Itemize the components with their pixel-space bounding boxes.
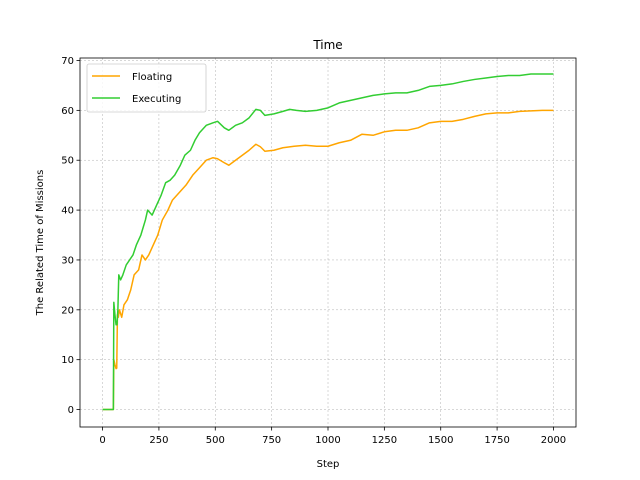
x-tick-label: 1000 <box>315 435 340 446</box>
series-line-executing <box>102 73 554 411</box>
y-tick-label: 50 <box>61 156 74 167</box>
y-tick-label: 30 <box>61 255 74 266</box>
x-tick-label: 750 <box>262 435 281 446</box>
legend-label-floating: Floating <box>132 72 172 83</box>
y-tick-label: 40 <box>61 206 74 217</box>
legend: Floating Executing <box>86 63 207 113</box>
x-tick-label: 1750 <box>484 435 509 446</box>
x-axis-label: Step <box>317 459 340 470</box>
y-tick-label: 0 <box>68 405 74 416</box>
x-tick-label: 1250 <box>372 435 397 446</box>
x-tick-label: 2000 <box>541 435 566 446</box>
y-tick-label: 10 <box>61 355 74 366</box>
y-axis-label: The Related Time of Missions <box>35 170 46 317</box>
x-tick-label: 500 <box>206 435 225 446</box>
x-tick-label: 0 <box>99 435 105 446</box>
x-tick-label: 250 <box>149 435 168 446</box>
series-lines <box>102 73 554 411</box>
legend-label-executing: Executing <box>132 94 181 105</box>
x-tick-label: 1500 <box>428 435 453 446</box>
series-line-floating <box>102 109 554 411</box>
axis-ticks: 0 250 500 750 1000 1250 1500 1750 2000 0 10 20 30 40 5… <box>61 56 566 446</box>
chart-title: Time <box>312 38 342 52</box>
grid <box>80 58 576 427</box>
y-tick-label: 70 <box>61 56 74 67</box>
y-tick-label: 20 <box>61 305 74 316</box>
y-tick-label: 60 <box>61 106 74 117</box>
